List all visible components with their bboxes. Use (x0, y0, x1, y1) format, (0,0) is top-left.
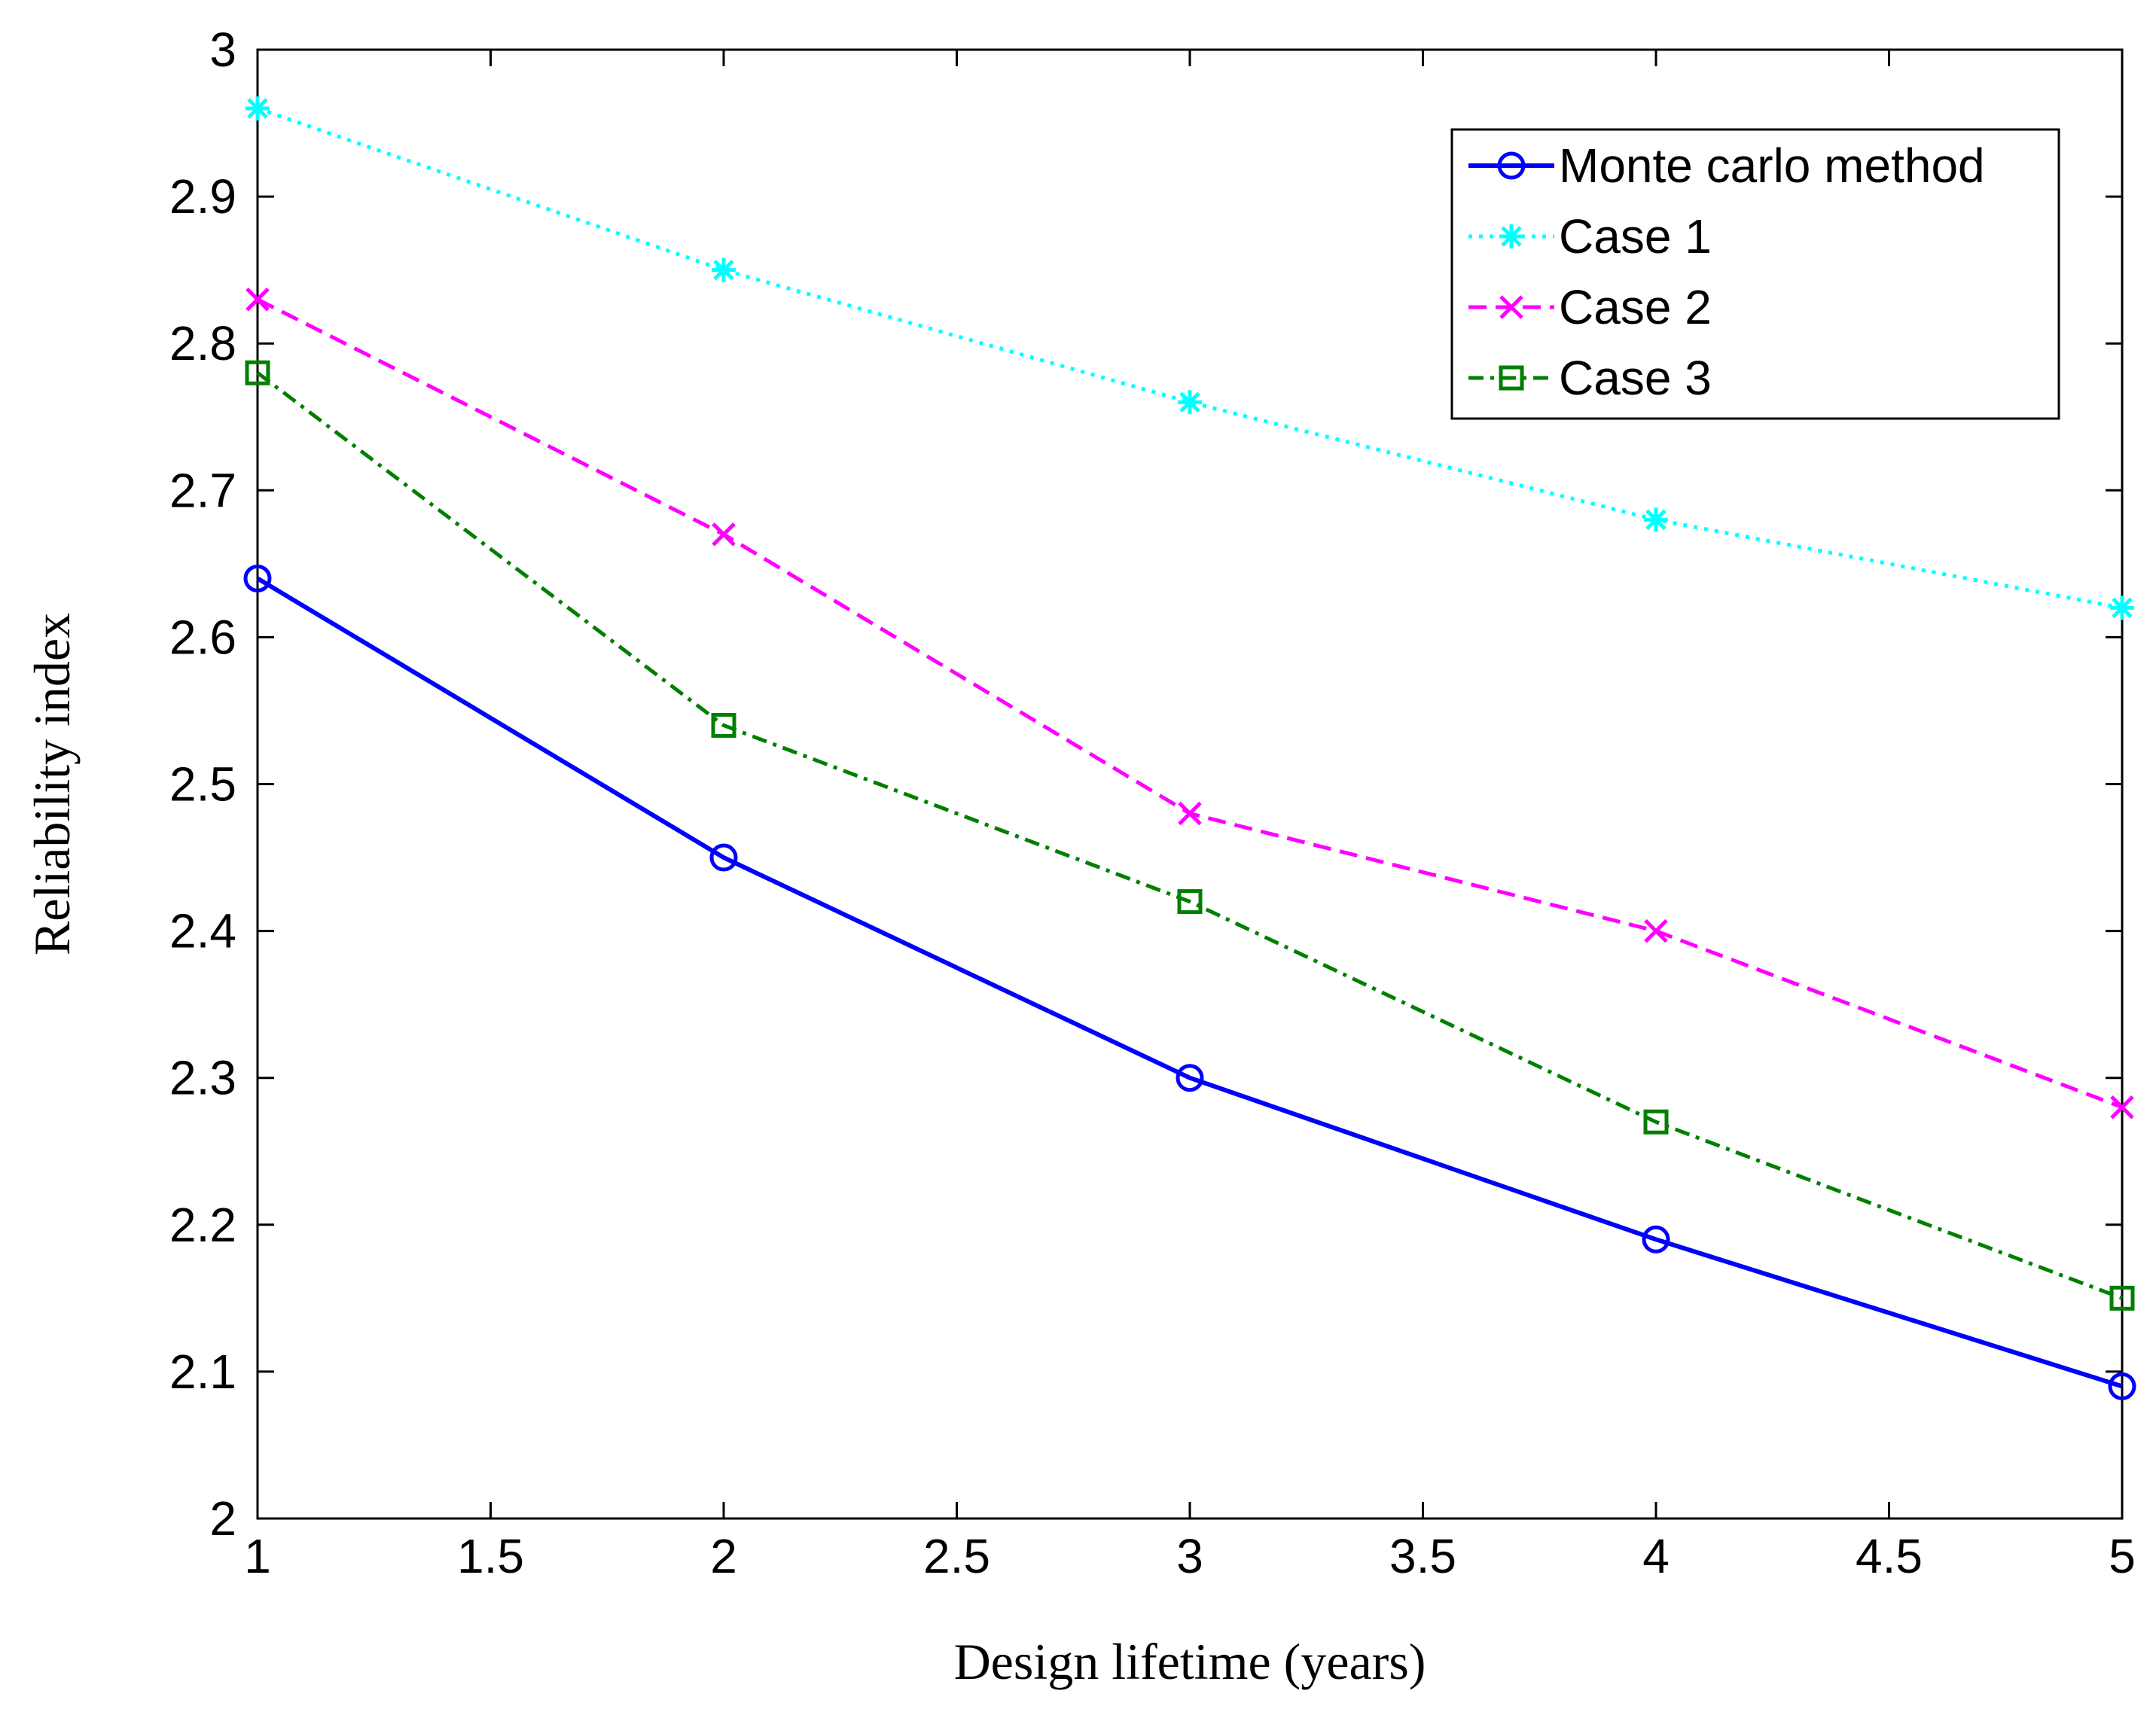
marker-stroke (1179, 391, 1200, 413)
legend-label: Case 1 (1559, 209, 1712, 263)
x-axis-title: Design lifetime (years) (954, 1633, 1426, 1690)
x-tick-label: 1.5 (457, 1529, 524, 1583)
marker-stroke (1501, 226, 1522, 247)
y-tick-label: 2.6 (169, 610, 236, 664)
series-line-case-1 (257, 106, 2123, 610)
y-tick-label: 2.4 (169, 904, 236, 958)
legend-marker (1497, 151, 1526, 180)
data-point-case-2 (1178, 801, 1202, 826)
legend-label: Monte carlo method (1559, 139, 1985, 193)
legend-entry-case-1: Case 1 (1468, 209, 1712, 263)
x-tick-label: 1 (244, 1529, 271, 1583)
series-monte-carlo-method (243, 564, 2136, 1400)
x-axis: 1 1.5 2 2.5 3 3.5 4 4.5 5 (244, 50, 2136, 1583)
x-tick-label: 2 (710, 1529, 737, 1583)
series-case-3 (245, 360, 2135, 1311)
marker-stroke (712, 522, 736, 547)
marker-stroke (247, 98, 268, 119)
legend-entry-case-2: Case 2 (1468, 280, 1712, 334)
legend-entry-case-3: Case 3 (1468, 351, 1712, 405)
series-layer (243, 96, 2136, 1400)
y-tick-label: 2.8 (169, 316, 236, 370)
x-tick-label: 4.5 (1856, 1529, 1923, 1583)
marker-stroke (1645, 509, 1667, 531)
y-axis: 2 2.1 2.2 2.3 2.4 2.5 2.6 2.7 2.8 2.9 3 (169, 23, 2122, 1546)
data-point-monte-carlo-method (1642, 1225, 1670, 1254)
y-tick-label: 2.1 (169, 1345, 236, 1399)
legend-box (1450, 128, 2060, 420)
series-line-monte-carlo-method (256, 576, 2123, 1389)
x-tick-label: 2.5 (923, 1529, 990, 1583)
y-tick-label: 3 (209, 23, 236, 77)
data-point-case-2 (1644, 918, 1668, 943)
data-point-case-3 (1177, 889, 1203, 915)
y-tick-label: 2.3 (169, 1051, 236, 1105)
legend-label: Case 2 (1559, 280, 1712, 334)
y-tick-label: 2.9 (169, 169, 236, 224)
x-tick-label: 3 (1176, 1529, 1203, 1583)
legend-label: Case 3 (1559, 351, 1712, 405)
legend-entry-monte-carlo-method: Monte carlo method (1468, 139, 1985, 193)
data-point-case-1 (1644, 507, 1668, 532)
marker-stroke (1178, 801, 1202, 826)
data-point-case-3 (245, 360, 270, 385)
data-point-case-3 (2109, 1285, 2135, 1311)
marker-stroke (245, 287, 270, 312)
marker-stroke (1644, 918, 1668, 943)
legend-marker (1499, 295, 1523, 319)
legend-marker (1499, 224, 1523, 248)
series-case-1 (245, 96, 2134, 620)
series-case-2 (245, 287, 2134, 1119)
marker-stroke (2110, 1095, 2134, 1119)
x-tick-label: 3.5 (1389, 1529, 1456, 1583)
data-point-case-1 (245, 96, 270, 121)
data-point-case-2 (712, 522, 736, 547)
marker-stroke (2112, 597, 2133, 619)
marker-stroke (713, 259, 734, 281)
data-point-case-1 (1178, 390, 1202, 415)
data-point-case-1 (712, 257, 736, 282)
data-point-monte-carlo-method (1176, 1064, 1204, 1092)
data-point-case-1 (2110, 596, 2134, 620)
data-point-monte-carlo-method (243, 564, 272, 592)
data-point-case-3 (1643, 1109, 1669, 1135)
y-tick-label: 2.2 (169, 1198, 236, 1252)
marker-stroke (1499, 295, 1523, 319)
y-tick-label: 2 (209, 1491, 236, 1546)
data-point-monte-carlo-method (2108, 1372, 2136, 1400)
series-line-case-3 (256, 371, 2123, 1300)
data-point-case-3 (711, 712, 736, 738)
y-axis-title: Reliability index (23, 613, 81, 955)
data-point-case-2 (2110, 1095, 2134, 1119)
x-tick-label: 5 (2109, 1529, 2136, 1583)
legend-marker (1499, 365, 1524, 391)
y-tick-label: 2.5 (169, 757, 236, 812)
data-point-case-2 (245, 287, 270, 312)
data-point-monte-carlo-method (709, 843, 738, 872)
y-tick-label: 2.7 (169, 463, 236, 517)
legend: Monte carlo method Case 1 Case 2 Case 3 (1450, 128, 2060, 420)
x-tick-label: 4 (1642, 1529, 1670, 1583)
